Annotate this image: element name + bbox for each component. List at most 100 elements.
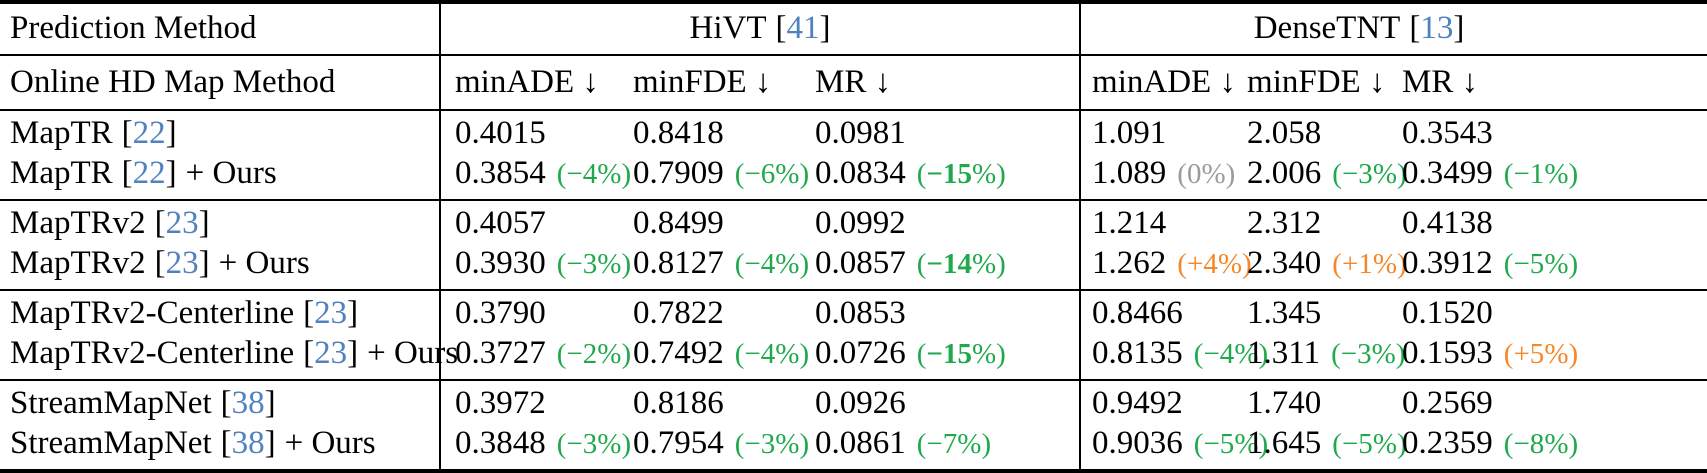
bracket-close: ]	[165, 155, 177, 192]
delta-value: −3	[566, 248, 598, 281]
delta-paren-open: (	[556, 428, 567, 461]
table-row-baseline: MapTRv2 [23] 0.4057 0.8499 0.0992 1.214 2…	[0, 200, 1707, 244]
delta-value: −5	[1341, 428, 1373, 461]
metric-cell: 2.006 (−3%)	[1247, 154, 1407, 200]
metric-cell: 1.740	[1247, 380, 1402, 424]
delta-paren-open: (	[734, 248, 745, 281]
bracket-open: [	[154, 245, 166, 282]
cite-link[interactable]: 13	[1420, 10, 1454, 47]
metric-value: 1.091	[1092, 115, 1167, 152]
delta-paren-close: %)	[1372, 248, 1407, 281]
delta-percent: (0%)	[1177, 158, 1235, 190]
metric-cell: 0.0726 (−15%)	[815, 334, 1080, 380]
header-row-prediction: Prediction Method HiVT [41] DenseTNT [13]	[0, 2, 1707, 56]
method-cell: MapTRv2 [23]	[0, 200, 440, 244]
delta-percent: (−5%)	[1332, 428, 1406, 460]
delta-paren-close: %)	[1217, 248, 1252, 281]
bracket-open: [	[303, 295, 315, 332]
delta-value: −1	[1513, 158, 1545, 191]
cite-link[interactable]: 41	[786, 10, 820, 47]
delta-value: +5	[1513, 338, 1545, 371]
method-cell: MapTRv2-Centerline [23]	[0, 290, 440, 334]
method-cell: MapTRv2-Centerline [23] + Ours	[0, 334, 458, 380]
col-header-mr: MR ↓	[815, 55, 1081, 111]
delta-value: +1	[1341, 248, 1373, 281]
delta-paren-open: (	[734, 338, 745, 371]
metric-cell: 0.3499 (−1%)	[1402, 154, 1707, 200]
metric-value: 0.4138	[1402, 205, 1493, 242]
delta-value: +4	[1186, 248, 1218, 281]
bracket-open: [	[121, 115, 133, 152]
metric-value: 1.740	[1247, 385, 1322, 422]
metric-cell: 0.4057	[439, 200, 633, 244]
metric-value: 2.312	[1247, 205, 1322, 242]
delta-paren-open: (	[916, 338, 927, 371]
metric-cell: 0.8499	[633, 200, 815, 244]
metric-cell: 0.0926	[815, 380, 1080, 424]
delta-paren-open: (	[734, 158, 745, 191]
delta-value: −3	[566, 428, 598, 461]
cite-link[interactable]: 22	[132, 155, 166, 192]
metric-cell: 0.2569	[1402, 380, 1707, 424]
delta-value: −8	[1513, 428, 1545, 461]
metric-cell: 0.4138	[1402, 200, 1707, 244]
method-name: MapTR	[10, 155, 113, 192]
cite-link[interactable]: 23	[314, 335, 348, 372]
method-name: MapTRv2	[10, 205, 146, 242]
delta-value: −15	[926, 338, 972, 371]
method-suffix: + Ours	[218, 245, 310, 282]
delta-percent: (−15%)	[917, 338, 1006, 370]
delta-paren-close: %)	[597, 428, 632, 461]
col-header-minade: minADE ↓	[1079, 55, 1248, 111]
metric-value: 0.0853	[815, 295, 906, 332]
delta-value: −4	[744, 248, 776, 281]
metric-value: 0.7954	[633, 425, 724, 462]
table-row-baseline: MapTR [22] 0.4015 0.8418 0.0981 1.091 2.0…	[0, 110, 1707, 154]
metric-value: 0.1593	[1402, 335, 1493, 372]
metric-value: 0.0992	[815, 205, 906, 242]
cite-link[interactable]: 22	[132, 115, 166, 152]
group-header-hivt: HiVT [41]	[438, 2, 1081, 56]
cite-link[interactable]: 38	[231, 425, 265, 462]
metric-cell: 0.3930 (−3%)	[439, 244, 633, 290]
delta-value: −4	[744, 338, 776, 371]
method-name: StreamMapNet	[10, 385, 212, 422]
metric-value: 0.1520	[1402, 295, 1493, 332]
method-name: MapTRv2-Centerline	[10, 335, 295, 372]
col-header-mr: MR ↓	[1402, 55, 1707, 111]
metric-value: 0.3499	[1402, 155, 1493, 192]
metric-value: 0.0981	[815, 115, 906, 152]
delta-paren-close: %)	[775, 338, 810, 371]
bracket-open: [	[1409, 10, 1421, 47]
delta-paren-open: (	[1503, 248, 1514, 281]
metric-cell: 0.8135 (−4%)	[1079, 334, 1268, 380]
group-name: DenseTNT	[1253, 10, 1401, 47]
bracket-close: ]	[264, 425, 276, 462]
delta-percent: (−4%)	[735, 248, 809, 280]
delta-value: −2	[566, 338, 598, 371]
metric-value: 0.3912	[1402, 245, 1493, 282]
bracket-close: ]	[165, 115, 177, 152]
delta-value: −5	[1203, 428, 1235, 461]
metric-value: 0.4015	[455, 115, 546, 152]
group-maptrv2: MapTRv2 [23] 0.4057 0.8499 0.0992 1.214 2…	[0, 200, 1707, 290]
metric-value: 0.9492	[1092, 385, 1183, 422]
cite-link[interactable]: 23	[314, 295, 348, 332]
metric-value: 1.645	[1247, 425, 1322, 462]
group-name: HiVT	[689, 10, 767, 47]
metric-cell: 1.311 (−3%)	[1247, 334, 1405, 380]
metric-value: 0.3727	[455, 335, 546, 372]
metric-cell: 1.345	[1247, 290, 1402, 334]
delta-paren-open: (	[556, 158, 567, 191]
metric-cell: 0.2359 (−8%)	[1402, 424, 1707, 471]
cite-link[interactable]: 23	[165, 205, 199, 242]
delta-paren-open: (	[734, 428, 745, 461]
cite-link[interactable]: 38	[231, 385, 265, 422]
delta-percent: (−4%)	[1194, 338, 1268, 370]
cite-link[interactable]: 23	[165, 245, 199, 282]
delta-paren-open: (	[1331, 338, 1341, 371]
metric-cell: 0.1593 (+5%)	[1402, 334, 1707, 380]
metric-value: 0.8135	[1092, 335, 1183, 372]
bracket-close: ]	[1453, 10, 1465, 47]
